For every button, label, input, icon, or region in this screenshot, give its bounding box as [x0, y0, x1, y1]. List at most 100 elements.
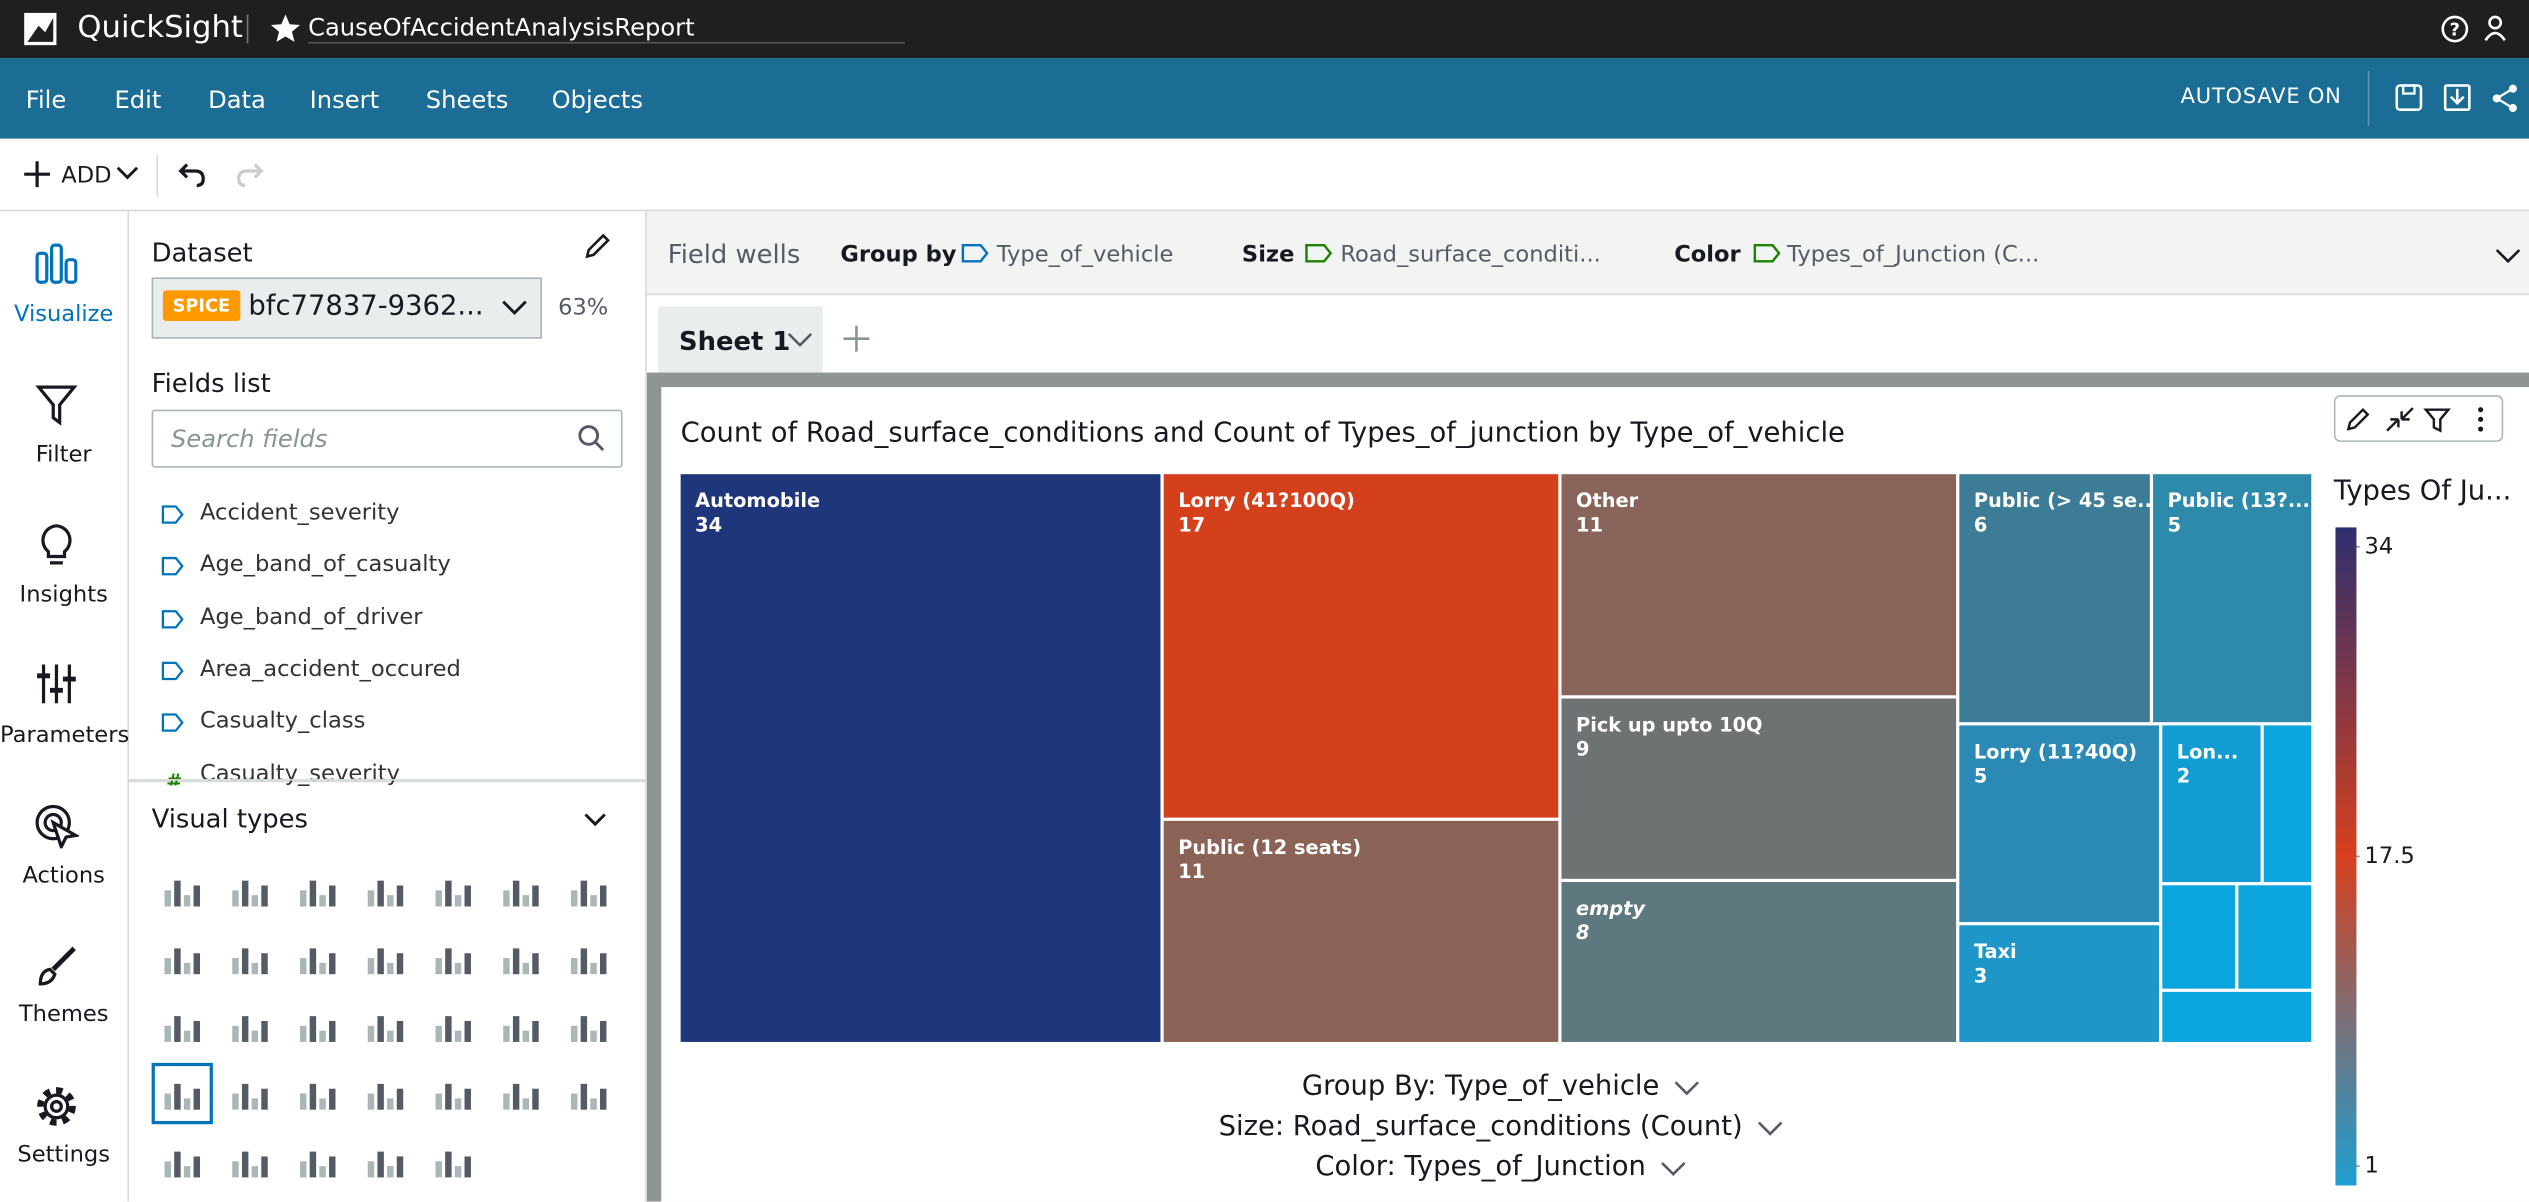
rail-item-label[interactable]: Actions [22, 862, 105, 889]
menu-item[interactable]: Sheets [425, 85, 509, 115]
visual-menu-icons[interactable] [2345, 405, 2498, 434]
visual-type-icon[interactable] [435, 1151, 471, 1178]
visual-type-icon[interactable] [503, 880, 539, 907]
visual-type-icon[interactable] [367, 1016, 404, 1042]
cell-label: Taxi [1974, 940, 2017, 963]
chevron[interactable] [2495, 247, 2521, 263]
visual-type-icon[interactable] [435, 880, 471, 907]
visual-type-icon[interactable] [151, 1062, 213, 1125]
visual-type-icon[interactable] [232, 1083, 268, 1110]
field-item[interactable]: Area_accident_occured [199, 656, 461, 683]
visual-type-icon[interactable] [570, 948, 607, 975]
visual-type-icon[interactable] [435, 948, 471, 975]
visual-type-icon[interactable] [299, 1016, 336, 1042]
filter-icon [35, 385, 78, 426]
visual-type-icon[interactable] [570, 1016, 607, 1042]
visual-type-icon[interactable] [299, 1151, 336, 1178]
search-box[interactable] [151, 409, 623, 468]
well-field[interactable]: Types_of_Junction (C... [1787, 241, 2040, 268]
icon-bar [319, 1030, 326, 1042]
icon-bar [367, 1025, 375, 1042]
cell-label: empty [1576, 897, 1646, 920]
visual-type-icon[interactable] [367, 1151, 404, 1178]
icon-bar [329, 1088, 336, 1110]
edit-dataset[interactable] [582, 232, 611, 261]
well-field[interactable]: Road_surface_conditi... [1340, 241, 1601, 268]
treemap-cell [680, 474, 1161, 1042]
visual-type-icon[interactable] [367, 948, 404, 975]
field-item[interactable]: Casualty_class [199, 708, 366, 735]
icon-bar [532, 953, 539, 975]
icon-bar [329, 1020, 336, 1042]
dataset-name[interactable]: bfc77837-9362... [248, 290, 484, 323]
field-item[interactable]: Accident_severity [199, 499, 400, 526]
visual-type-icon[interactable] [503, 948, 539, 975]
visual-control[interactable]: Size: Road_surface_conditions (Count) [1219, 1111, 1743, 1142]
visual-type-icon[interactable] [503, 1083, 539, 1110]
field-item[interactable]: Age_band_of_driver [199, 604, 423, 630]
rail-item-label[interactable]: Themes [18, 1001, 109, 1028]
icon-bar [319, 895, 326, 907]
add-button[interactable]: ADD [61, 162, 112, 189]
icon-bar [387, 895, 394, 907]
icon-bar [454, 1098, 462, 1110]
visual-type-icon[interactable] [164, 1151, 200, 1178]
icon-bar [367, 890, 375, 907]
visual-type-icon[interactable] [299, 1083, 336, 1110]
field-item[interactable]: Casualty_severity [199, 760, 400, 787]
undo-redo[interactable] [174, 160, 271, 192]
visual-type-icon[interactable] [164, 948, 200, 975]
visual-type-icon[interactable] [299, 948, 336, 975]
treemap-cell [1959, 474, 2150, 723]
menu-item[interactable]: Insert [309, 85, 380, 115]
add-sheet[interactable] [842, 324, 871, 353]
visual-type-icon[interactable] [435, 1083, 471, 1110]
favorite-star[interactable] [269, 13, 301, 45]
visual-type-icon[interactable] [232, 948, 268, 975]
icon-bar [241, 1083, 249, 1110]
visual-menu [2333, 395, 2504, 442]
menu-actions[interactable] [2394, 82, 2523, 114]
rail-item-label[interactable]: Visualize [13, 301, 114, 328]
chevron [502, 300, 527, 315]
visual-type-icon[interactable] [570, 1083, 607, 1110]
icon-bar [445, 1151, 452, 1178]
report-name[interactable]: CauseOfAccidentAnalysisReport [308, 13, 905, 44]
visual-type-icon[interactable] [435, 1016, 471, 1042]
menu-item[interactable]: Objects [551, 85, 644, 115]
icon-bar [241, 948, 249, 975]
visual-type-icon[interactable] [164, 880, 200, 907]
field-item[interactable]: Age_band_of_casualty [199, 552, 451, 578]
menu-item[interactable]: Data [208, 85, 266, 115]
rail-item-label[interactable]: Insights [19, 582, 108, 609]
visual-type-icon[interactable] [232, 880, 268, 907]
visual-control[interactable]: Color: Types_of_Junction [1315, 1151, 1645, 1182]
visual-type-icon[interactable] [570, 880, 607, 907]
visual-type-icon[interactable] [232, 1151, 268, 1178]
visual-type-icons[interactable] [145, 855, 629, 1202]
visual-type-icon[interactable] [503, 1016, 539, 1042]
field-wells-heading[interactable]: Field wells [667, 238, 801, 270]
sheet-tab-label[interactable]: Sheet 1 [679, 325, 791, 357]
visual-type-icon[interactable] [367, 880, 404, 907]
icon-bar [377, 1151, 384, 1178]
visual-type-icon[interactable] [232, 1016, 268, 1042]
visual-control[interactable]: Group By: Type_of_vehicle [1302, 1071, 1660, 1102]
well-field[interactable]: Type_of_vehicle [996, 241, 1174, 268]
rail-item-label[interactable]: Filter [35, 441, 92, 468]
cell-value: 11 [1576, 513, 1603, 536]
rail-item-label[interactable]: Settings [17, 1141, 111, 1168]
cell-value: 8 [1576, 921, 1589, 944]
menu-item[interactable]: File [25, 85, 67, 115]
chevron[interactable] [584, 811, 607, 827]
icon-bar [329, 885, 336, 907]
autosave-status[interactable]: AUTOSAVE ON [2180, 85, 2342, 110]
visual-type-icon[interactable] [299, 880, 336, 907]
visual-type-icon[interactable] [164, 1016, 200, 1042]
rail-item-label[interactable]: Parameters [0, 722, 130, 749]
icon-bar [464, 1088, 471, 1110]
visual-type-icon[interactable] [367, 1083, 404, 1110]
help-user-icons[interactable]: ? [2439, 13, 2520, 45]
chevron[interactable] [787, 331, 813, 347]
menu-item[interactable]: Edit [114, 85, 162, 115]
